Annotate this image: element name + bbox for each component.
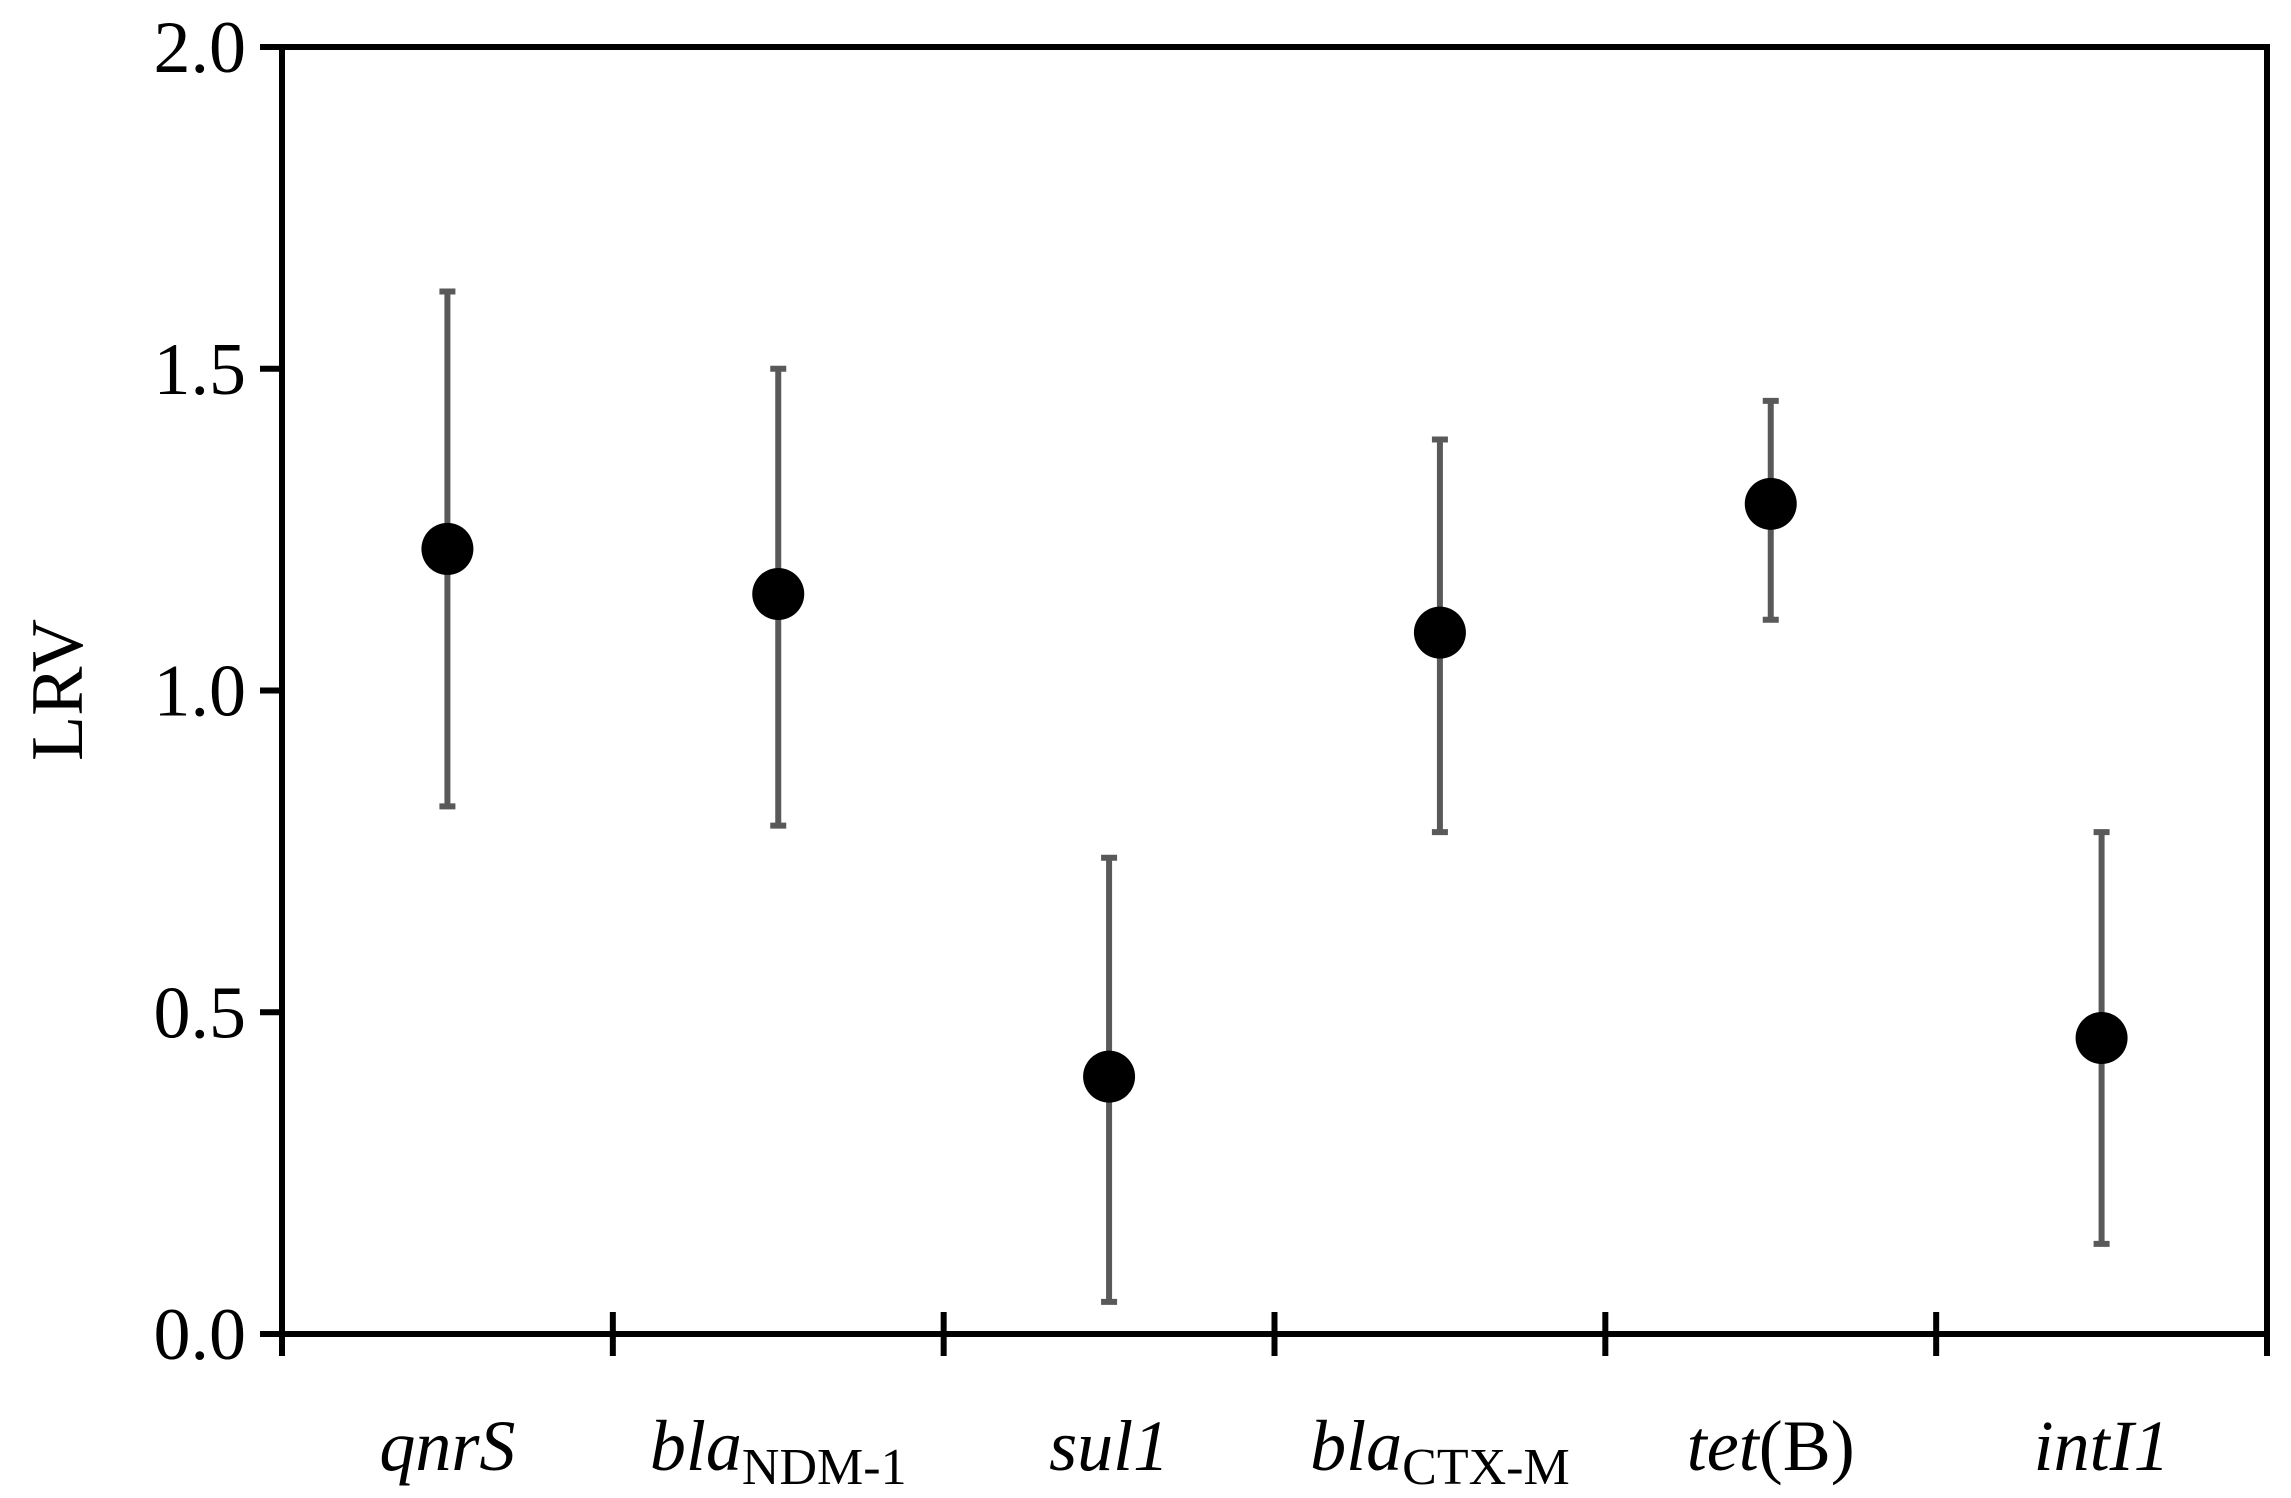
plot-frame xyxy=(279,44,2270,1337)
category-label: tet(B) xyxy=(1687,1406,1855,1486)
data-point xyxy=(2075,1011,2128,1064)
y-tick-label: 2.0 xyxy=(154,7,247,89)
data-point xyxy=(1413,606,1466,659)
category-label: intI1 xyxy=(2034,1406,2170,1486)
category-label: blaNDM-1 xyxy=(650,1406,907,1496)
y-axis-ticks: 0.0 0.5 1.0 1.5 2.0 xyxy=(154,7,282,1376)
category-label: qnrS xyxy=(379,1406,515,1486)
data-point xyxy=(752,567,805,620)
data-points xyxy=(421,477,2128,1103)
y-axis-label: LRV xyxy=(17,619,99,761)
category-label: sul1 xyxy=(1049,1406,1169,1486)
category-labels: qnrS blaNDM-1 sul1 blaCTX-M tet(B) intI1 xyxy=(379,1406,2169,1496)
data-point xyxy=(1744,477,1797,530)
y-tick-label: 1.5 xyxy=(154,329,247,411)
error-bars xyxy=(439,288,2110,1305)
data-point xyxy=(421,522,474,575)
x-axis-ticks xyxy=(279,1312,2270,1356)
y-tick-label: 1.0 xyxy=(154,651,247,733)
category-label: blaCTX-M xyxy=(1310,1406,1570,1496)
y-tick-label: 0.5 xyxy=(154,972,247,1054)
data-point xyxy=(1083,1050,1136,1103)
y-tick-label: 0.0 xyxy=(154,1294,247,1376)
